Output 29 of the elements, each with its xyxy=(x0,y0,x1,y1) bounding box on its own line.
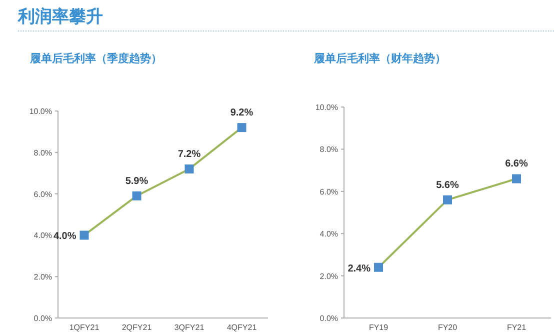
y-tick-label: 0.0% xyxy=(320,314,338,323)
y-tick-label: 8.0% xyxy=(320,145,338,154)
y-tick-label: 10.0% xyxy=(29,107,52,116)
chart-title: 履单后毛利率（季度趋势） xyxy=(29,52,162,65)
data-label: 6.6% xyxy=(505,158,528,170)
x-tick-label: 4QFY21 xyxy=(226,323,258,332)
y-tick-label: 2.0% xyxy=(320,272,338,281)
y-tick-label: 2.0% xyxy=(34,272,52,282)
chart-title: 履单后毛利率（财年趋势） xyxy=(313,52,446,65)
data-label: 5.6% xyxy=(436,180,460,191)
y-tick-label: 8.0% xyxy=(34,148,52,158)
y-tick-label: 4.0% xyxy=(34,231,52,240)
y-tick-label: 6.0% xyxy=(34,190,52,199)
x-tick-label: 3QFY21 xyxy=(174,323,205,332)
x-tick-label: 2QFY21 xyxy=(122,323,152,332)
data-label: 7.2% xyxy=(178,148,201,160)
x-tick-label: 1QFY21 xyxy=(69,323,100,332)
data-label: 5.9% xyxy=(125,176,148,187)
x-tick-label: FY20 xyxy=(438,323,458,332)
x-tick-label: FY21 xyxy=(506,323,527,332)
y-tick-label: 6.0% xyxy=(320,187,338,196)
y-tick-label: 4.0% xyxy=(320,230,338,239)
data-label: 9.2% xyxy=(230,108,254,119)
data-label: 2.4% xyxy=(348,263,371,274)
text: 利润率攀升 xyxy=(17,7,103,26)
y-tick-label: 10.0% xyxy=(315,103,338,112)
y-tick-label: 0.0% xyxy=(34,314,52,323)
x-tick-label: FY19 xyxy=(368,323,389,332)
data-label: 4.0% xyxy=(53,231,76,242)
